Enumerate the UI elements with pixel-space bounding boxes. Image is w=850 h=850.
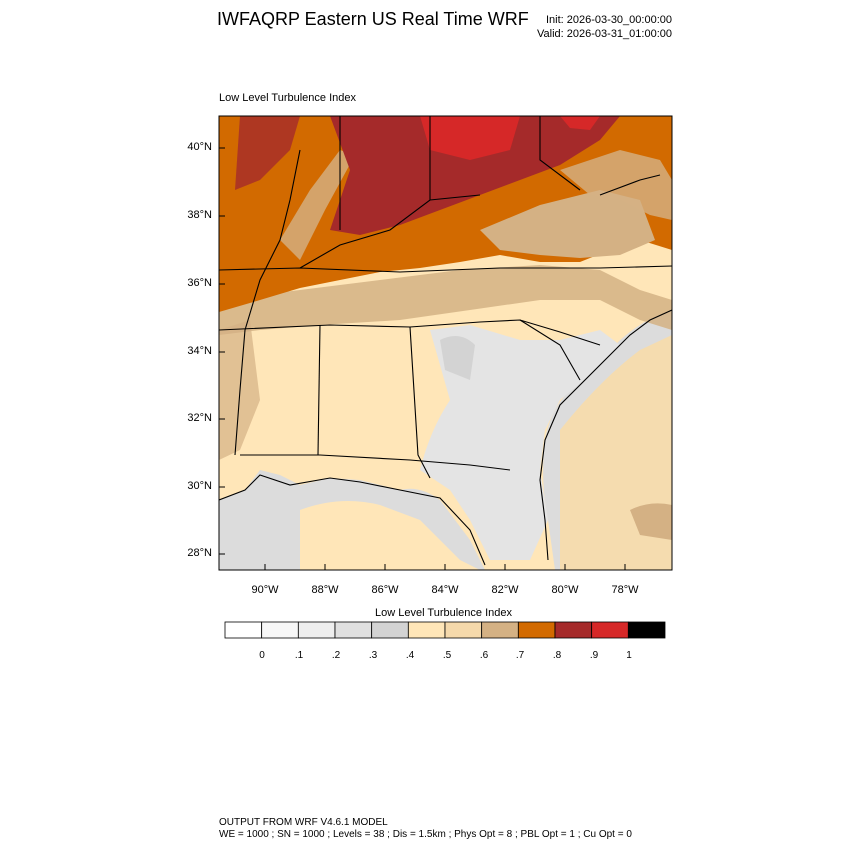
lat-label-28n: 28°N	[187, 547, 212, 559]
lon-label-82w: 82°W	[491, 584, 519, 596]
colorbar-box	[371, 621, 409, 639]
colorbar-box	[261, 621, 299, 639]
footer-line-2: WE = 1000 ; SN = 1000 ; Levels = 38 ; Di…	[219, 829, 632, 840]
illinois-red-region	[235, 116, 300, 190]
colorbar-label: .3	[368, 650, 378, 661]
gulf-tan-region	[300, 501, 480, 570]
tn-south-border	[219, 319, 601, 346]
oh-pa-border	[539, 116, 581, 191]
run-info: Init: 2026-03-30_00:00:00 Valid: 2026-03…	[537, 13, 672, 41]
state-boundaries	[219, 116, 672, 479]
ohio-river	[299, 194, 481, 269]
lon-label-78w: 78°W	[611, 584, 639, 596]
colorbar-label: .9	[589, 650, 599, 661]
colorbar-box	[444, 621, 483, 639]
model-footer: OUTPUT FROM WRF V4.6.1 MODEL WE = 1000 ;…	[219, 817, 632, 841]
colorbar-box	[517, 621, 556, 639]
colorbar-label: 1	[626, 650, 632, 661]
colorbar-label: .8	[552, 650, 562, 661]
gulf-state-line	[240, 454, 511, 471]
init-time: Init: 2026-03-30_00:00:00	[546, 14, 672, 26]
plot-title: IWFAQRP Eastern US Real Time WRF	[217, 9, 529, 29]
ms-al-border	[317, 324, 321, 456]
colorbar-label: .7	[515, 650, 525, 661]
colorbar-box	[481, 621, 519, 639]
colorbar-box	[627, 621, 666, 639]
colorbar-box	[591, 621, 629, 639]
georgia-grey-patch	[440, 336, 475, 380]
colorbar-box	[554, 621, 593, 639]
indiana-bright-red-core	[420, 116, 520, 160]
mississippi-river	[234, 149, 301, 456]
atlantic-tan-patch	[630, 503, 672, 540]
lat-label-32n: 32°N	[187, 412, 212, 424]
maryland-tan-wedge	[560, 150, 672, 220]
colorbar-box	[224, 621, 263, 639]
colorbar-box	[334, 621, 373, 639]
colorbar-label: .5	[442, 650, 452, 661]
map-field	[219, 116, 672, 570]
lon-label-90w: 90°W	[251, 584, 279, 596]
al-ga-border	[409, 326, 431, 479]
footer-line-1: OUTPUT FROM WRF V4.6.1 MODEL	[219, 817, 388, 828]
colorbar-box	[407, 621, 446, 639]
colorbar	[224, 621, 666, 639]
ohio-bright-red-core	[560, 116, 600, 130]
colorbar-box	[297, 621, 336, 639]
lat-label-30n: 30°N	[187, 480, 212, 492]
lat-label-40n: 40°N	[187, 141, 212, 153]
colorbar-label: 0	[259, 650, 265, 661]
ga-sc-border	[519, 319, 581, 381]
colorbar-label: .4	[405, 650, 415, 661]
ohio-valley-red-region	[330, 116, 620, 235]
coastal-grey-region	[420, 325, 620, 560]
lat-label-38n: 38°N	[187, 209, 212, 221]
colorbar-label: .1	[294, 650, 304, 661]
lon-ticks	[264, 564, 626, 570]
lat-label-36n: 36°N	[187, 277, 212, 289]
colorbar-label: .6	[479, 650, 489, 661]
lon-label-80w: 80°W	[551, 584, 579, 596]
tennessee-tan-band	[219, 265, 672, 335]
virginia-tan-wedge	[480, 190, 655, 258]
lon-label-84w: 84°W	[431, 584, 459, 596]
colorbar-title: Low Level Turbulence Index	[375, 607, 512, 619]
map-subtitle: Low Level Turbulence Index	[219, 92, 356, 104]
lat-ticks	[219, 147, 225, 555]
tn-ky-border	[219, 265, 672, 273]
lon-label-86w: 86°W	[371, 584, 399, 596]
lon-label-88w: 88°W	[311, 584, 339, 596]
colorbar-label: .2	[331, 650, 341, 661]
md-border	[599, 174, 661, 196]
lat-label-34n: 34°N	[187, 345, 212, 357]
coastline	[219, 309, 672, 566]
illinois-tan-streak	[280, 150, 355, 260]
valid-time: Valid: 2026-03-31_01:00:00	[537, 28, 672, 40]
